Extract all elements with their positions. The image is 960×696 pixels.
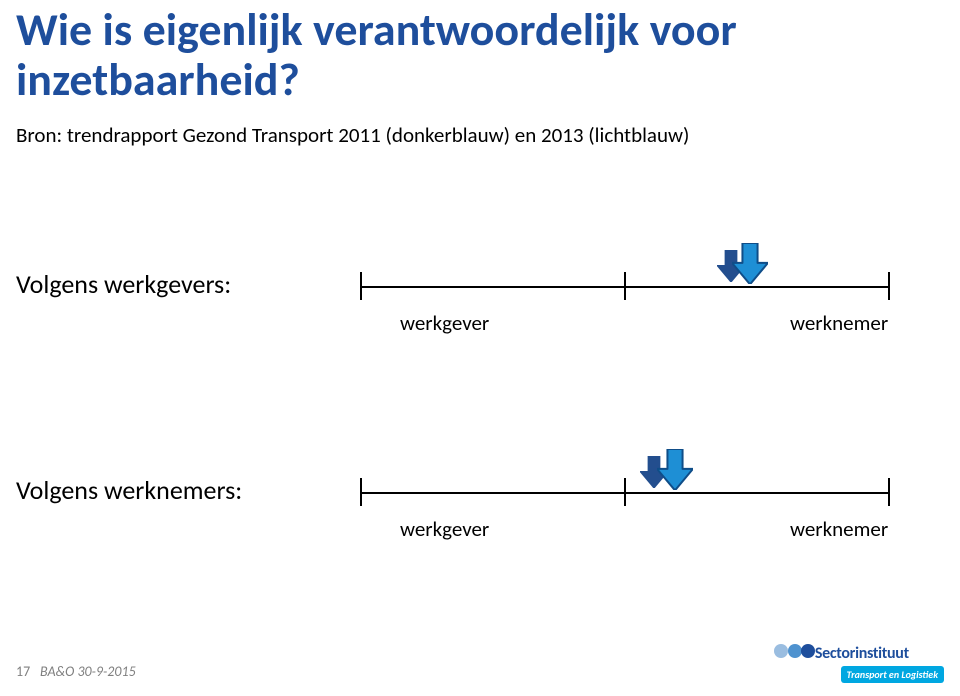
row-employers-scale	[360, 272, 890, 300]
scale-tick-start	[360, 272, 362, 300]
row-employers-right-label: werknemer	[790, 310, 888, 336]
source-line: Bron: trendrapport Gezond Transport 2011…	[16, 122, 916, 148]
scale-tick-start	[360, 478, 362, 506]
page-number: 17	[16, 663, 30, 680]
logo-dot-icon	[774, 644, 788, 658]
row-employees-left-label: werkgever	[400, 516, 489, 542]
row-employees-scale	[360, 478, 890, 506]
scale-tick-end	[888, 272, 890, 300]
logo-dot-icon	[788, 644, 802, 658]
logo-text-main: Sectorinstituut	[815, 644, 909, 663]
row-employers-left-label: werkgever	[400, 310, 489, 336]
row-employees-right-label: werknemer	[790, 516, 888, 542]
slide-title: Wie is eigenlijk verantwoordelijk voor i…	[16, 6, 916, 105]
logo-dot-icon	[801, 644, 815, 658]
scale-tick-mid	[624, 272, 626, 300]
scale-tick-end	[888, 478, 890, 506]
scale-tick-mid	[624, 478, 626, 506]
row-employers-label: Volgens werkgevers:	[16, 268, 231, 300]
footer-text: BA&O 30-9-2015	[40, 663, 136, 680]
logo: Sectorinstituut Transport en Logistiek	[774, 644, 944, 684]
row-employees-label: Volgens werknemers:	[16, 474, 242, 506]
logo-text-sub: Transport en Logistiek	[841, 666, 944, 683]
